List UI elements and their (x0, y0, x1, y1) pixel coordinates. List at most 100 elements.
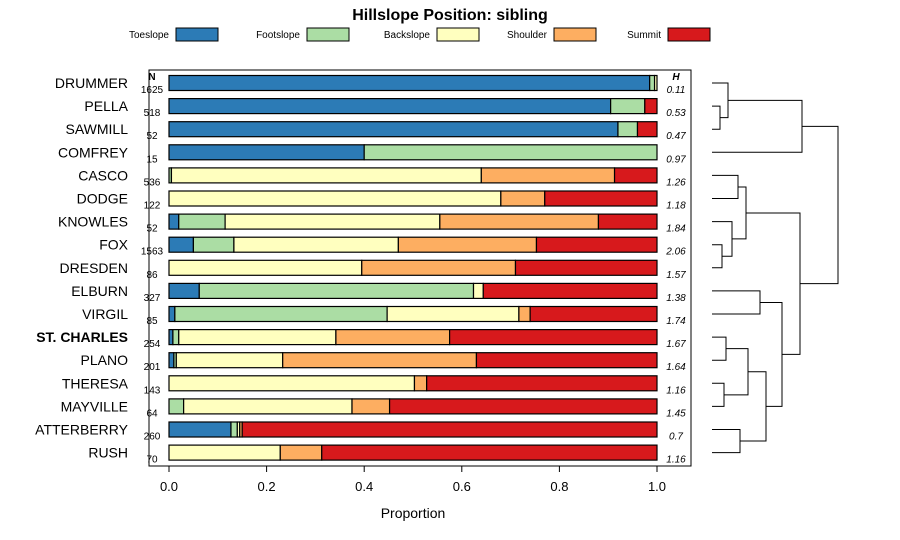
n-value: 64 (146, 408, 158, 419)
row-pella: PELLA 518 0.53 (84, 97, 686, 119)
h-value: 1.38 (666, 293, 686, 304)
bar-segment-summit (482, 282, 658, 299)
dendrogram-link-m3 (712, 99, 803, 153)
row-label: DODGE (77, 191, 128, 207)
row-plano: PLANO 201 1.64 (81, 352, 686, 373)
h-value: 1.57 (666, 270, 686, 281)
bar-segment-footslope (178, 213, 226, 230)
n-value: 254 (144, 339, 161, 350)
n-value: 85 (146, 316, 158, 327)
row-label: SAWMILL (66, 121, 129, 137)
dendrogram-branch (724, 348, 749, 396)
bar-segment-shoulder (361, 259, 517, 276)
legend-swatch (306, 27, 350, 42)
legend-label: Toeslope (129, 30, 169, 41)
dendrogram-link-m8 (712, 290, 761, 315)
dendrogram-link-m13 (740, 371, 767, 442)
bar-segment-toeslope (168, 282, 200, 299)
row-virgil: VIRGIL 85 1.74 (82, 305, 686, 327)
row-dodge: DODGE 122 1.18 (77, 190, 686, 212)
dendrogram-branch (712, 105, 721, 130)
legend-label: Footslope (256, 30, 300, 41)
dendrogram-branch (712, 336, 727, 361)
bar-segment-backslope (224, 213, 441, 230)
bar-segment-toeslope (168, 236, 194, 253)
bar-segment-summit (514, 259, 658, 276)
bar-segment-backslope (178, 329, 337, 346)
legend-label: Summit (627, 30, 661, 41)
legend-swatch (553, 27, 597, 42)
bar-segment-shoulder (500, 190, 546, 207)
dendrogram (712, 82, 839, 454)
dendrogram-link-m9 (712, 336, 727, 361)
bar-segment-summit (321, 444, 658, 461)
bar-segment-footslope (363, 144, 658, 161)
row-sawmill: SAWMILL 52 0.47 (66, 121, 686, 142)
row-label: CASCO (78, 167, 128, 183)
x-axis-title: Proportion (381, 505, 446, 521)
legend-swatch (175, 27, 219, 42)
n-value: 15 (146, 154, 158, 165)
row-label: PLANO (81, 352, 129, 368)
row-label: THERESA (62, 375, 129, 391)
bar-segment-footslope (168, 398, 185, 415)
dendrogram-branch (712, 174, 739, 199)
bar-segment-backslope (653, 74, 658, 92)
bar-segment-toeslope (168, 121, 619, 138)
n-value: 143 (144, 385, 161, 396)
dendrogram-link-m1 (712, 105, 721, 130)
bar-segment-summit (644, 97, 658, 115)
dendrogram-link-m11 (712, 429, 741, 454)
n-value: 201 (144, 362, 161, 373)
bar-segment-summit (241, 421, 658, 438)
bar-segment-summit (613, 167, 658, 184)
row-label: ST. CHARLES (36, 329, 128, 345)
bar-segment-summit (544, 190, 658, 207)
n-value: 260 (144, 432, 161, 443)
chart-rows: DRUMMER 1625 0.11 PELLA 518 0.53 SAWMILL 52 0.47… (35, 74, 686, 466)
dendrogram-branch (712, 429, 741, 454)
n-value: 70 (146, 455, 158, 466)
row-label: KNOWLES (58, 214, 128, 230)
dendrogram-branch (740, 371, 767, 442)
row-mayville: MAYVILLE 64 1.45 (61, 398, 686, 419)
bar-segment-toeslope (168, 144, 365, 161)
n-value: 1563 (141, 247, 164, 258)
bar-segment-footslope (649, 74, 656, 92)
h-value: 1.16 (666, 455, 686, 466)
h-value: 1.45 (666, 408, 686, 419)
h-value: 0.47 (666, 131, 686, 142)
row-elburn: ELBURN 327 1.38 (71, 282, 686, 304)
row-st-charles: ST. CHARLES 254 1.67 (36, 329, 686, 350)
dendrogram-branch (712, 290, 761, 315)
h-value: 1.16 (666, 385, 686, 396)
x-tick-label: 0.8 (550, 479, 568, 494)
x-tick-label: 0.6 (453, 479, 471, 494)
bar-segment-summit (535, 236, 658, 253)
h-value: 0.7 (669, 432, 683, 443)
dendrogram-link-m16 (800, 125, 839, 285)
row-fox: FOX 1563 2.06 (99, 236, 686, 258)
row-label: DRESDEN (60, 260, 128, 276)
n-value: 1625 (141, 85, 164, 96)
n-value: 518 (144, 108, 161, 119)
bar-segment-footslope (174, 305, 388, 323)
legend-item-summit: Summit (627, 27, 711, 42)
h-value: 0.53 (666, 108, 686, 119)
n-column-header: N (148, 72, 155, 83)
dendrogram-branch (746, 212, 801, 355)
legend-label: Shoulder (507, 30, 548, 41)
row-label: COMFREY (58, 144, 129, 160)
bar-segment-footslope (610, 97, 646, 115)
bar-segment-footslope (230, 421, 238, 438)
n-value: 327 (144, 293, 161, 304)
bar-segment-summit (636, 121, 658, 138)
h-value: 1.74 (666, 316, 686, 327)
row-drummer: DRUMMER 1625 0.11 (55, 74, 685, 96)
dendrogram-link-m4 (712, 244, 723, 269)
bar-segment-shoulder (518, 305, 531, 323)
bar-segment-shoulder (480, 167, 616, 184)
bar-segment-toeslope (168, 213, 180, 230)
bar-segment-shoulder (282, 352, 478, 369)
dendrogram-branch (712, 99, 803, 153)
